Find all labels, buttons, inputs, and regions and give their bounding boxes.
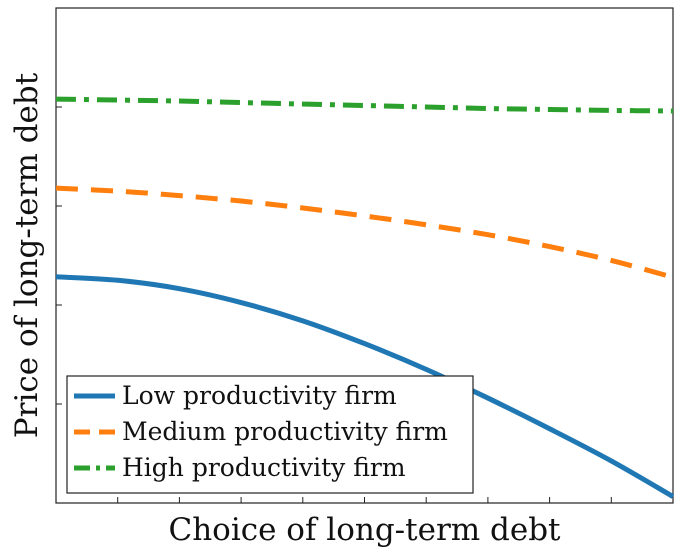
series-line-2 bbox=[55, 185, 674, 280]
legend-label-2: Medium productivity firm bbox=[122, 417, 448, 446]
legend-box bbox=[66, 375, 474, 494]
legend-label-3: High productivity firm bbox=[122, 453, 406, 482]
axis-ticks bbox=[56, 106, 612, 503]
x-axis-label: Choice of long-term debt bbox=[168, 512, 561, 548]
legend: Low productivity firm Medium productivity… bbox=[66, 375, 474, 494]
series-layer bbox=[55, 96, 674, 499]
y-axis-label: Price of long-term debt bbox=[9, 72, 45, 438]
legend-label-1: Low productivity firm bbox=[122, 381, 397, 410]
series-line-3 bbox=[55, 96, 674, 114]
series-line-1 bbox=[55, 274, 674, 499]
